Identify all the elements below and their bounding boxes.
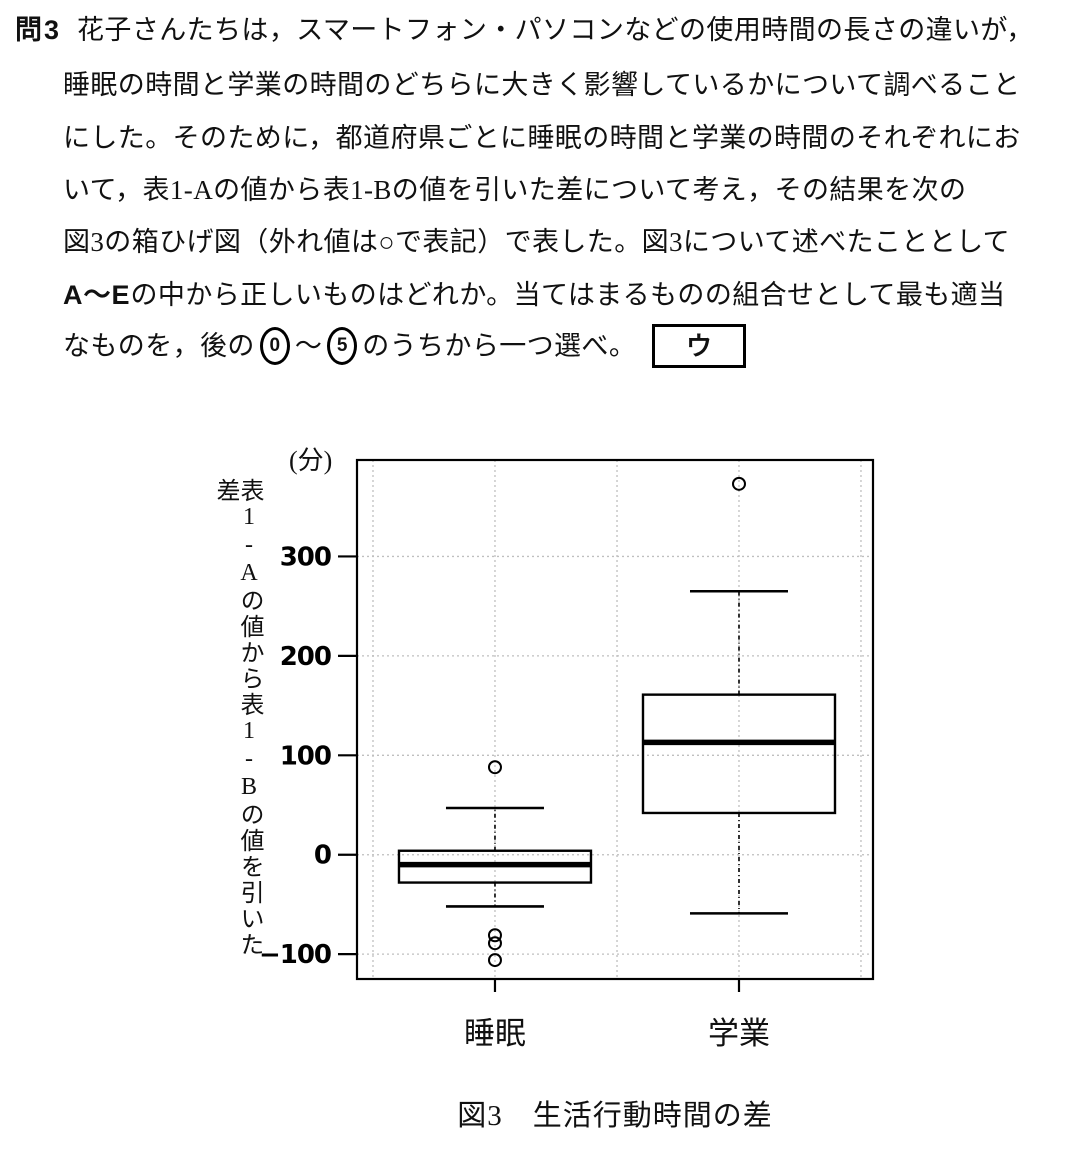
question-text-7b: のうちから一つ選べ。: [362, 331, 637, 361]
question-line-7: なものを，後の 0 ～ 5 のうちから一つ選べ。 ウ: [63, 324, 747, 368]
outlier-point: [487, 936, 502, 951]
y-tick-label: 100: [280, 741, 331, 771]
circled-number-0: 0: [259, 327, 290, 365]
question-line-3: にした。そのために，都道府県ごとに睡眠の時間と学業の時間のそれぞれにお: [63, 123, 1021, 153]
outlier-point: [731, 476, 746, 491]
outlier-point: [487, 760, 502, 775]
question-line-1: 問3 花子さんたちは，スマートフォン・パソコンなどの使用時間の長さの違いが，: [15, 12, 1034, 48]
x-category-label: 学業: [708, 1016, 770, 1051]
y-tick-label: 300: [280, 542, 331, 572]
y-axis-unit-label: (分): [289, 446, 333, 475]
question-text-7a: なものを，後の: [63, 331, 255, 361]
answer-blank-box: ウ: [652, 324, 747, 368]
circled-number-5: 5: [327, 327, 358, 365]
plot-frame: [355, 458, 875, 981]
question-line-4: いて，表1-Aの値から表1-Bの値を引いた差について考え，その結果を次の: [63, 175, 967, 205]
outlier-point: [487, 953, 502, 968]
figure-caption: 図3 生活行動時間の差: [457, 1100, 773, 1132]
outlier-point: [487, 928, 502, 943]
question-line-5: 図3の箱ひげ図（外れ値は○で表記）で表した。図3について述べたこととして: [63, 227, 1011, 257]
y-tick-label: 200: [280, 642, 331, 672]
question-number: 問3: [15, 15, 62, 45]
x-category-label: 睡眠: [464, 1016, 526, 1051]
question-line-2: 睡眠の時間と学業の時間のどちらに大きく影響しているかについて調べること: [63, 70, 1021, 100]
y-axis-title: 表1-Aの値から表1-Bの値を引いた差: [212, 478, 262, 958]
tilde-separator: ～: [294, 331, 323, 361]
y-tick-label: −100: [259, 940, 331, 970]
choice-range-label: A～E: [63, 280, 131, 310]
question-text-1: 花子さんたちは，スマートフォン・パソコンなどの使用時間の長さの違いが，: [77, 15, 1034, 45]
boxplot-box: [641, 693, 837, 815]
y-tick-label: 0: [314, 841, 331, 871]
question-text-6: の中から正しいものはどれか。当てはまるものの組合せとして最も適当: [130, 280, 1006, 310]
question-line-6: A～Eの中から正しいものはどれか。当てはまるものの組合せとして最も適当: [63, 277, 1005, 313]
